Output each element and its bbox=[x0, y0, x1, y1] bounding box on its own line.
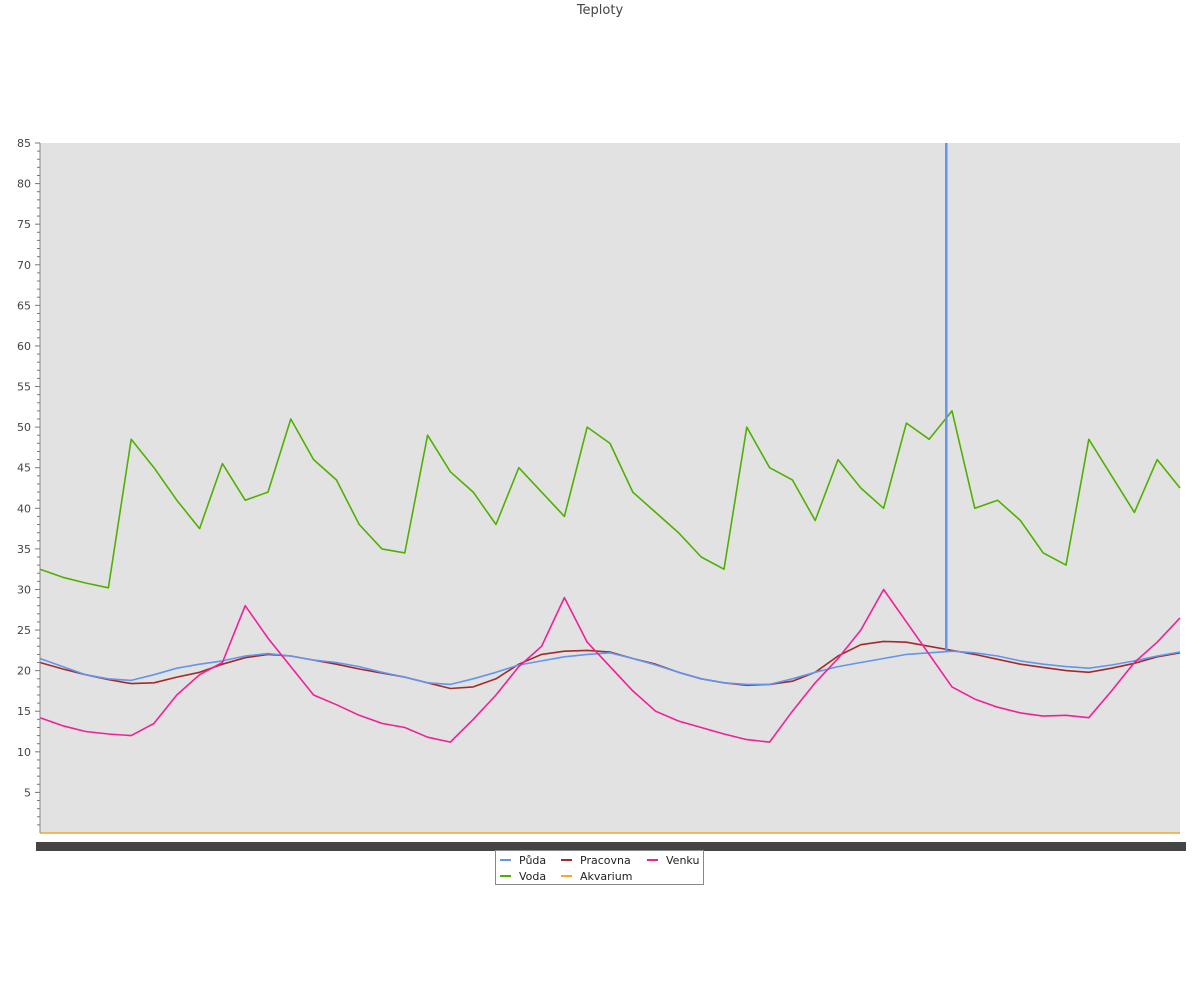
series-layer bbox=[39, 143, 1181, 834]
legend-swatch-puda bbox=[500, 859, 511, 861]
legend-label-voda: Voda bbox=[519, 870, 547, 883]
legend-item-puda: Půda bbox=[500, 854, 546, 868]
x-axis-tick-band bbox=[36, 842, 1186, 851]
y-tick-label-20: 20 bbox=[17, 665, 31, 678]
y-tick-label-10: 10 bbox=[17, 746, 31, 759]
legend-item-voda: Voda bbox=[500, 870, 546, 884]
legend-swatch-voda bbox=[500, 875, 511, 877]
series-line-venku bbox=[39, 588, 1181, 743]
y-tick-label-40: 40 bbox=[17, 502, 31, 515]
y-tick-label-25: 25 bbox=[17, 624, 31, 637]
legend-label-puda: Půda bbox=[519, 854, 547, 867]
legend: Půda Pracovna Venku Voda Akvarium bbox=[495, 850, 704, 885]
chart-title: Teploty bbox=[576, 3, 624, 18]
y-tick-label-60: 60 bbox=[17, 340, 31, 353]
y-tick-label-65: 65 bbox=[17, 299, 31, 312]
legend-label-venku: Venku bbox=[666, 854, 700, 867]
y-tick-label-75: 75 bbox=[17, 218, 31, 231]
y-tick-label-80: 80 bbox=[17, 178, 31, 191]
y-tick-label-85: 85 bbox=[17, 137, 31, 150]
legend-item-akvarium: Akvarium bbox=[561, 870, 632, 884]
y-axis: 5 10 15 20 25 30 35 40 45 50 55 60 65 70 75 80 85 bbox=[17, 137, 41, 833]
plot-area bbox=[40, 143, 1180, 833]
series-line-puda bbox=[39, 650, 1181, 686]
y-tick-label-5: 5 bbox=[24, 786, 31, 799]
y-tick-label-55: 55 bbox=[17, 381, 31, 394]
legend-swatch-akvarium bbox=[561, 875, 572, 877]
series-line-voda bbox=[39, 410, 1181, 589]
y-tick-label-70: 70 bbox=[17, 259, 31, 272]
legend-item-venku: Venku bbox=[647, 854, 699, 868]
y-tick-label-45: 45 bbox=[17, 462, 31, 475]
legend-swatch-pracovna bbox=[561, 859, 572, 861]
legend-swatch-venku bbox=[647, 859, 658, 861]
y-tick-label-35: 35 bbox=[17, 543, 31, 556]
y-tick-label-50: 50 bbox=[17, 421, 31, 434]
legend-label-pracovna: Pracovna bbox=[580, 854, 631, 867]
y-tick-label-15: 15 bbox=[17, 705, 31, 718]
legend-label-akvarium: Akvarium bbox=[580, 870, 633, 883]
y-tick-label-30: 30 bbox=[17, 583, 31, 596]
legend-item-pracovna: Pracovna bbox=[561, 854, 631, 868]
